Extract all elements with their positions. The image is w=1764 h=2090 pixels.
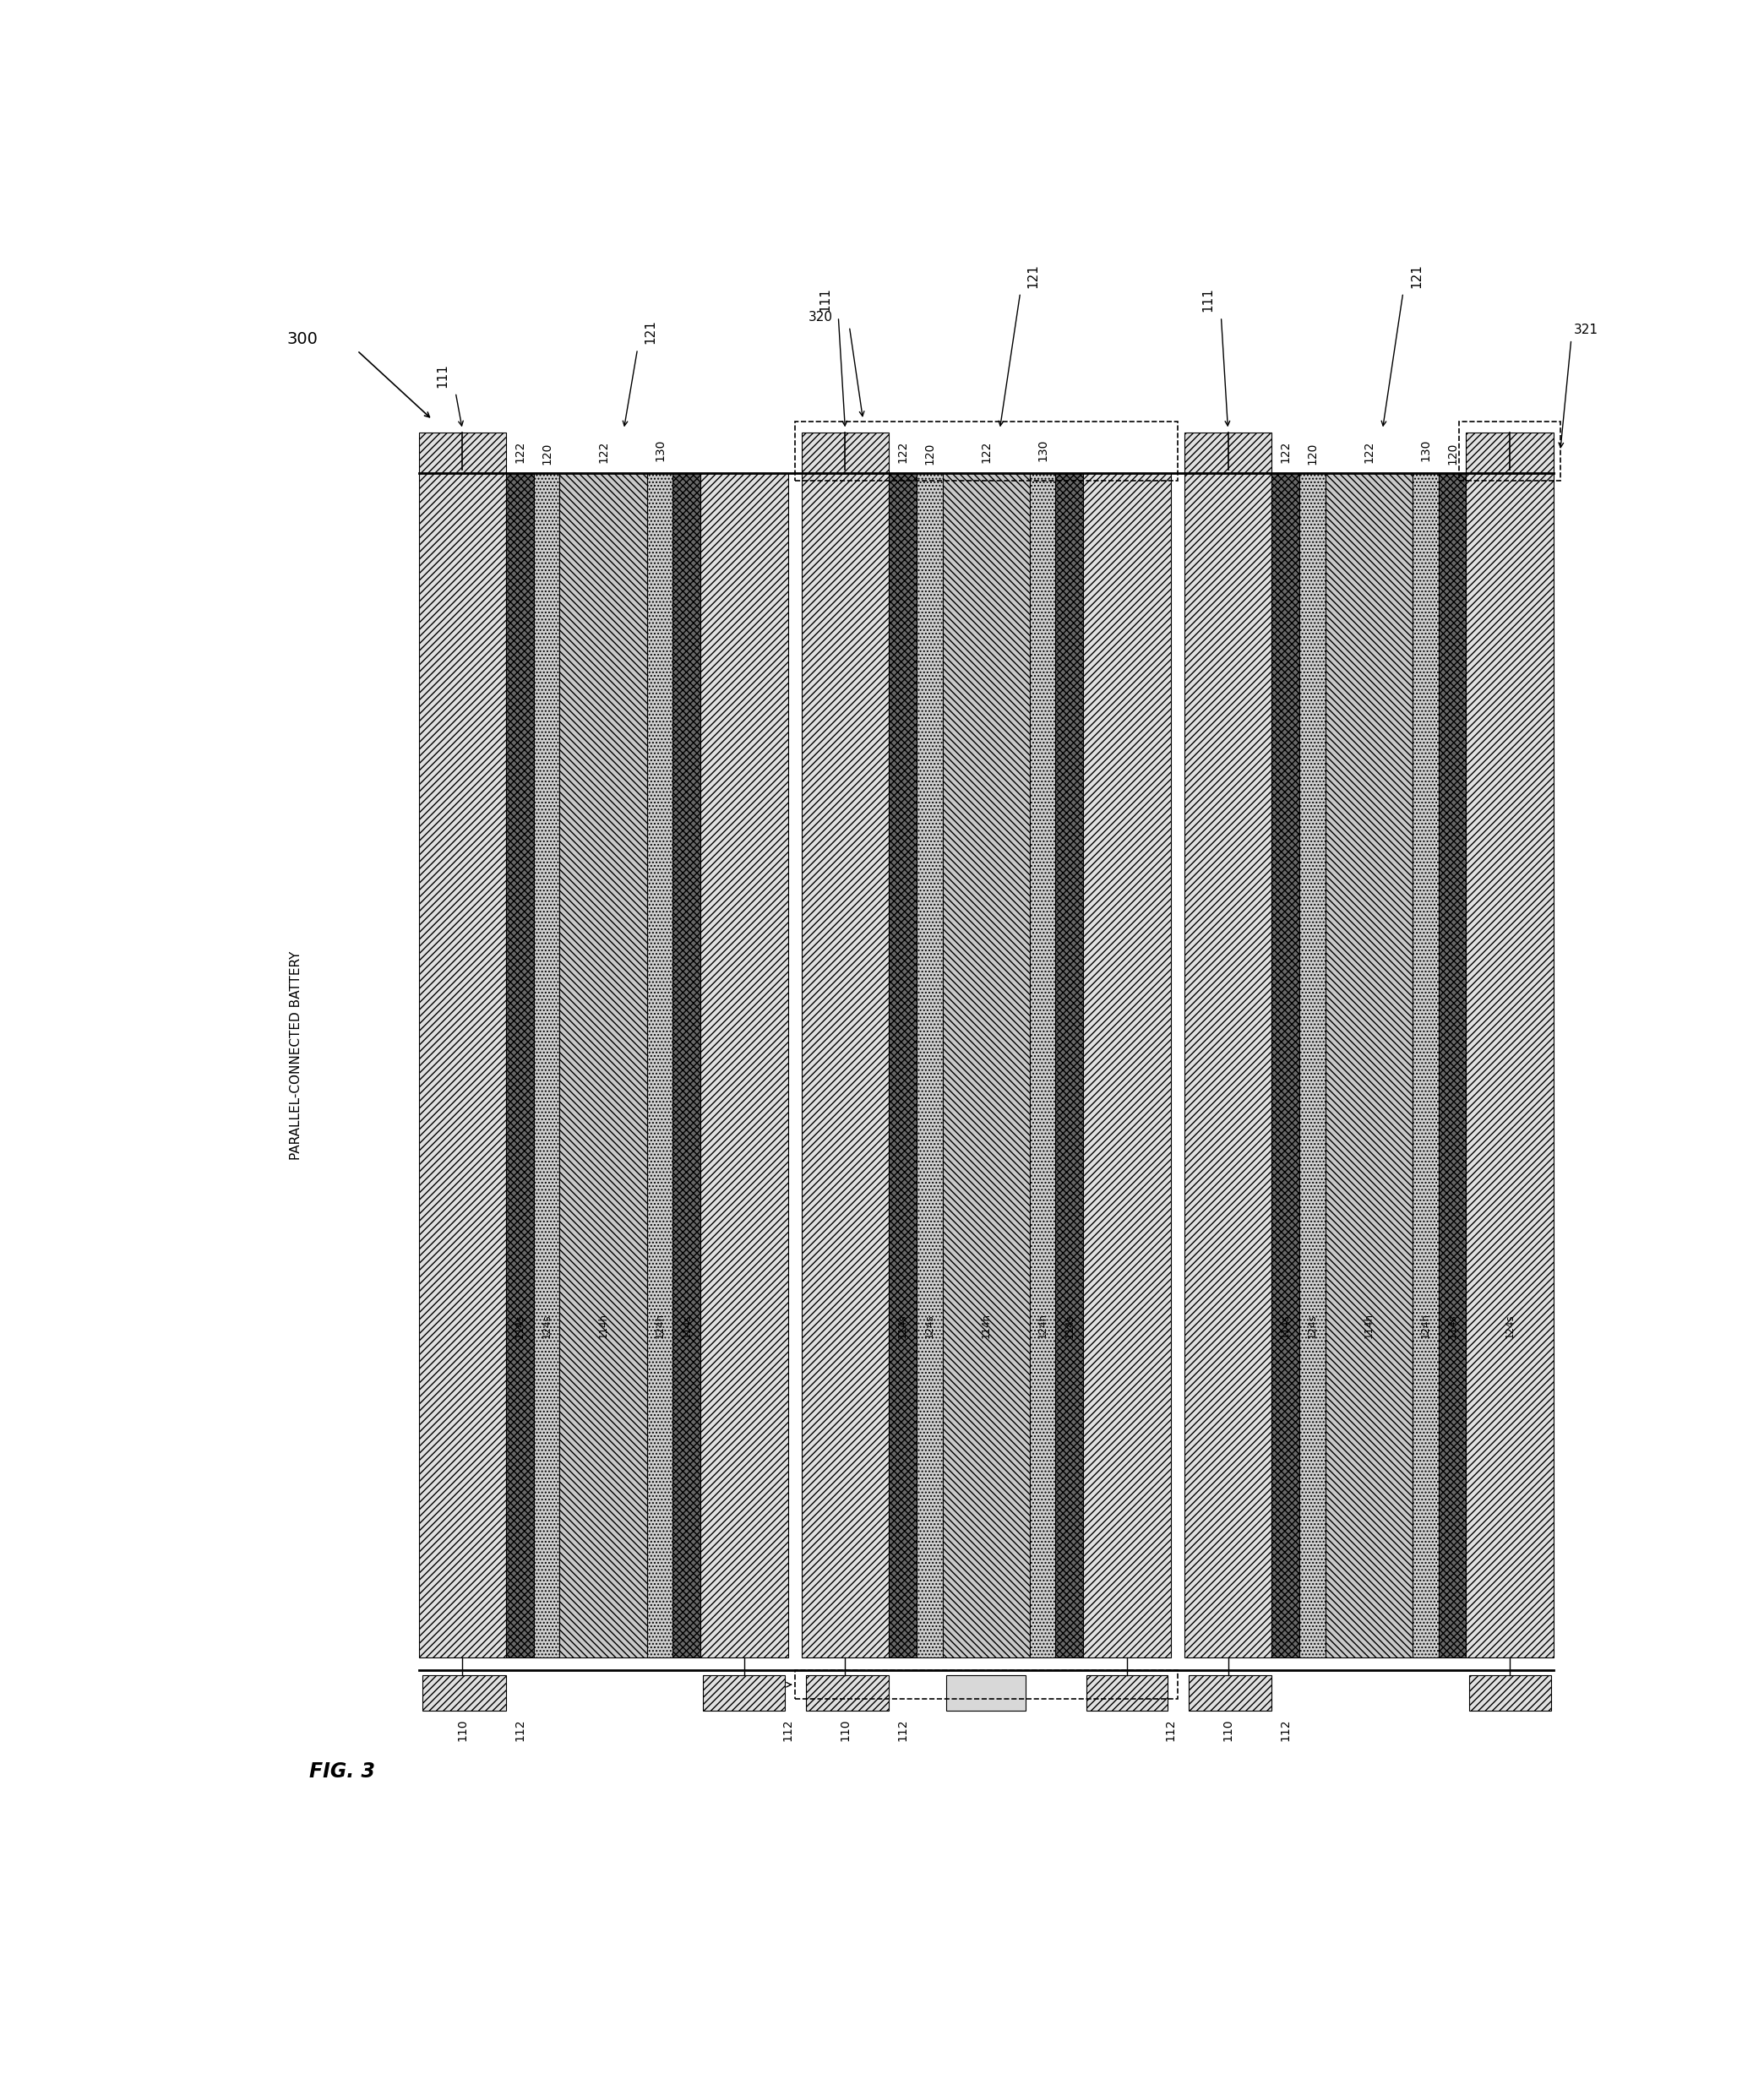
- Bar: [1459, 422, 1559, 481]
- Text: 130: 130: [457, 439, 467, 462]
- Bar: [806, 1674, 889, 1710]
- Text: FIG. 3: FIG. 3: [309, 1762, 376, 1783]
- Text: 122: 122: [896, 441, 908, 464]
- Bar: [942, 472, 1030, 1657]
- Text: 112: 112: [513, 1718, 526, 1741]
- Bar: [794, 422, 1178, 481]
- Bar: [1300, 472, 1325, 1657]
- Text: 130: 130: [654, 439, 665, 462]
- Text: 111: 111: [1201, 288, 1214, 311]
- Text: 300: 300: [288, 332, 318, 347]
- Text: 114s: 114s: [515, 1315, 526, 1338]
- Bar: [1469, 1674, 1551, 1710]
- Text: PARALLEL-CONNECTED BATTERY: PARALLEL-CONNECTED BATTERY: [289, 951, 302, 1160]
- Text: 124h: 124h: [1037, 1313, 1048, 1338]
- Text: 112: 112: [1164, 1718, 1177, 1741]
- Text: 121: 121: [1409, 263, 1422, 288]
- Bar: [423, 1674, 506, 1710]
- Text: 130: 130: [1505, 439, 1515, 462]
- Bar: [534, 472, 559, 1657]
- Bar: [1466, 433, 1554, 472]
- Text: 130: 130: [1420, 439, 1431, 462]
- Bar: [801, 472, 889, 1657]
- Text: 124h: 124h: [654, 1313, 665, 1338]
- Text: 112: 112: [1279, 1718, 1291, 1741]
- Bar: [1087, 1674, 1168, 1710]
- Text: 120: 120: [1446, 443, 1459, 464]
- Text: 320: 320: [808, 311, 833, 324]
- Text: 121: 121: [1027, 263, 1039, 288]
- Bar: [1189, 1674, 1272, 1710]
- Bar: [1030, 472, 1055, 1657]
- Text: 120: 120: [542, 443, 552, 464]
- Text: 114s: 114s: [898, 1315, 908, 1338]
- Text: 321: 321: [1573, 324, 1598, 336]
- Bar: [1272, 472, 1300, 1657]
- Text: 111: 111: [436, 364, 448, 387]
- Bar: [1184, 472, 1272, 1657]
- Text: 111: 111: [818, 288, 831, 311]
- Bar: [647, 472, 672, 1657]
- Text: 124s: 124s: [1307, 1315, 1318, 1338]
- Bar: [704, 1674, 785, 1710]
- Text: 112: 112: [781, 1718, 794, 1741]
- Text: 124s: 124s: [1505, 1315, 1515, 1338]
- Text: 114s: 114s: [1446, 1315, 1457, 1338]
- Bar: [700, 472, 789, 1657]
- Text: 112: 112: [896, 1718, 908, 1741]
- Text: 124s: 124s: [542, 1315, 552, 1338]
- Text: 122: 122: [598, 441, 609, 464]
- Text: 122: 122: [1279, 441, 1291, 464]
- Bar: [1438, 472, 1466, 1657]
- Bar: [1055, 472, 1083, 1657]
- Text: 130: 130: [1037, 439, 1048, 462]
- Bar: [418, 433, 506, 472]
- Text: 114h: 114h: [1364, 1313, 1374, 1338]
- Text: 114s: 114s: [1064, 1315, 1074, 1338]
- Text: 130: 130: [840, 439, 850, 462]
- Bar: [1413, 472, 1438, 1657]
- Text: 110: 110: [840, 1718, 850, 1741]
- Text: 110: 110: [1222, 1718, 1233, 1741]
- Bar: [889, 472, 917, 1657]
- Text: 114s: 114s: [681, 1315, 691, 1338]
- Text: 114h: 114h: [598, 1313, 609, 1338]
- Text: 120: 120: [1307, 443, 1318, 464]
- Text: 122: 122: [981, 441, 991, 464]
- Bar: [506, 472, 534, 1657]
- Text: 110: 110: [457, 1718, 467, 1741]
- Text: 124s: 124s: [924, 1315, 935, 1338]
- Text: 130: 130: [1222, 439, 1233, 462]
- Bar: [1184, 433, 1272, 472]
- Text: 122: 122: [1364, 441, 1374, 464]
- Text: 120: 120: [924, 443, 935, 464]
- Text: 114h: 114h: [981, 1313, 991, 1338]
- Bar: [794, 1670, 1178, 1699]
- Bar: [947, 1674, 1025, 1710]
- Text: 124h: 124h: [1420, 1313, 1431, 1338]
- Text: 322: 322: [716, 1678, 741, 1691]
- Bar: [917, 472, 942, 1657]
- Text: 121: 121: [644, 320, 656, 345]
- Bar: [801, 433, 889, 472]
- Bar: [1083, 472, 1171, 1657]
- Bar: [1466, 472, 1554, 1657]
- Bar: [418, 472, 506, 1657]
- Text: 114s: 114s: [1281, 1315, 1291, 1338]
- Bar: [559, 472, 647, 1657]
- Text: 122: 122: [513, 441, 526, 464]
- Bar: [1325, 472, 1413, 1657]
- Bar: [672, 472, 700, 1657]
